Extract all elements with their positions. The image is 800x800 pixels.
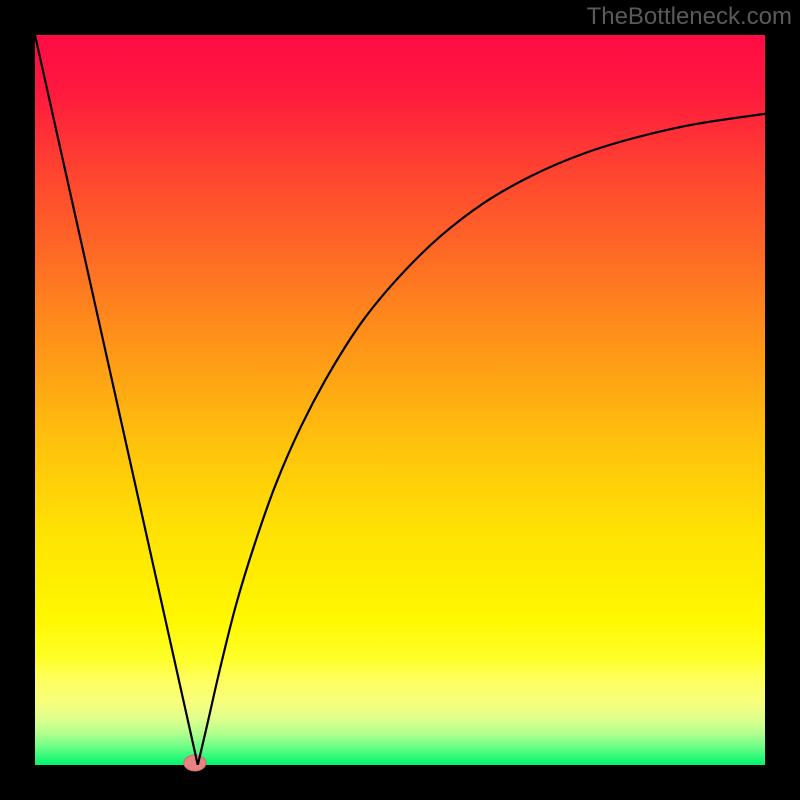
valley-marker bbox=[184, 755, 206, 771]
chart-root: TheBottleneck.com bbox=[0, 0, 800, 800]
watermark-text: TheBottleneck.com bbox=[587, 3, 792, 30]
plot-background bbox=[35, 35, 765, 765]
chart-svg: TheBottleneck.com bbox=[0, 0, 800, 800]
